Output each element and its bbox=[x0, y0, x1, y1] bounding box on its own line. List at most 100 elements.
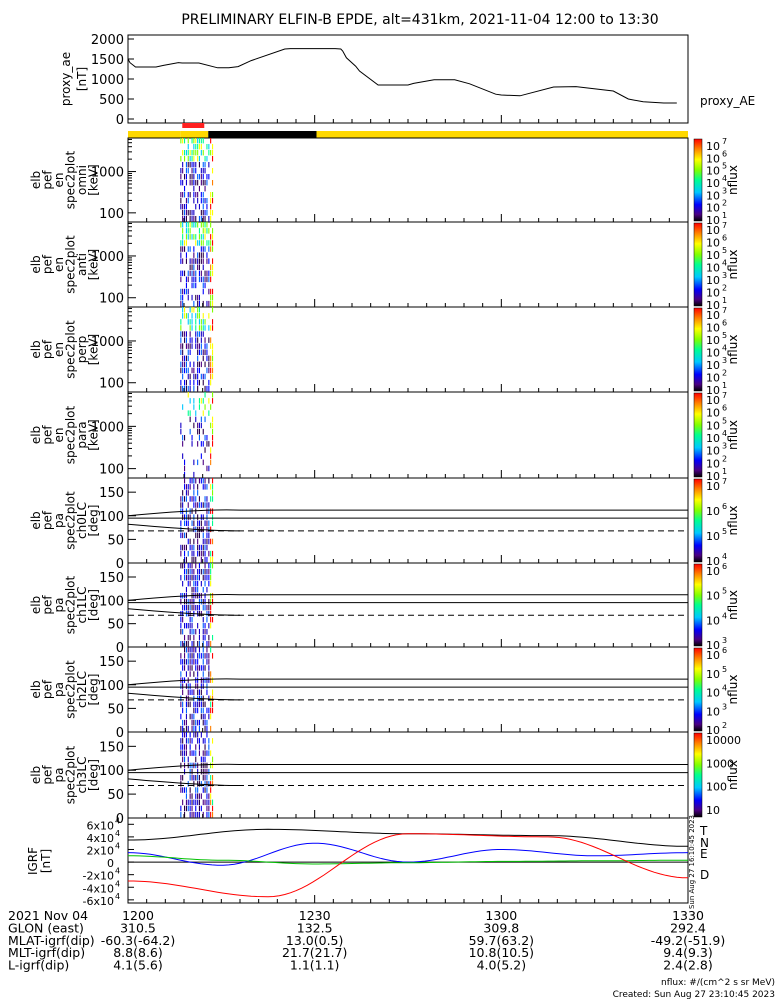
pa_ch1-data-cell bbox=[208, 641, 210, 647]
en_perp-data-cell bbox=[208, 385, 210, 392]
pa_ch1-data-cell bbox=[182, 629, 184, 635]
pa_ch2-data-cell bbox=[204, 665, 206, 671]
en_para-data-cell bbox=[193, 422, 195, 429]
pa_ch0-data-cell bbox=[212, 550, 214, 557]
en_anti-data-cell bbox=[206, 252, 208, 258]
en_para-data-cell bbox=[212, 435, 214, 441]
en_omni-data-cell bbox=[198, 144, 200, 150]
pa_ch3-data-cell bbox=[198, 793, 200, 799]
proxy-ae-ylabel: proxy_ae bbox=[59, 52, 73, 106]
en_perp-data-cell bbox=[200, 331, 202, 337]
en_para-tick-label: 100 bbox=[99, 463, 124, 478]
en_perp-data-cell bbox=[187, 367, 189, 374]
en_perp-data-cell bbox=[185, 385, 187, 392]
pa_ch0-data-cell bbox=[204, 538, 206, 545]
pa_ch0-data-cell bbox=[184, 520, 186, 526]
en_omni-data-cell bbox=[195, 216, 197, 222]
pa_ch0-data-cell bbox=[187, 550, 189, 557]
en_perp-data-cell bbox=[204, 373, 206, 380]
pa_ch2-data-cell bbox=[210, 647, 212, 653]
pa_ch1-data-cell bbox=[206, 605, 208, 611]
pa_ch0-ylabel: elb bbox=[29, 511, 43, 529]
en_perp-colorbar-exponent: 1 bbox=[722, 381, 727, 390]
en_anti-ylabel: elb bbox=[29, 255, 43, 273]
en_perp-data-cell bbox=[198, 307, 200, 313]
en_omni-data-cell bbox=[193, 174, 195, 180]
en_anti-data-cell bbox=[212, 228, 214, 234]
axis-row-label: GLON (east) bbox=[8, 920, 84, 935]
proxy-ae-tick-label: 2000 bbox=[91, 33, 124, 48]
pa_ch3-data-cell bbox=[195, 732, 197, 738]
pa_ch2-data-cell bbox=[204, 725, 206, 732]
pa_ch0-data-cell bbox=[193, 478, 195, 484]
pa_ch1-data-cell bbox=[202, 629, 204, 635]
en_omni-data-cell bbox=[189, 156, 191, 162]
en_anti-data-cell bbox=[195, 294, 197, 301]
pa_ch0-data-cell bbox=[193, 544, 195, 551]
pa_ch1-ylabel: pa bbox=[52, 598, 66, 613]
en_perp-data-cell bbox=[206, 385, 208, 392]
pa_ch1-data-cell bbox=[198, 575, 200, 581]
pa_ch3-data-cell bbox=[189, 787, 191, 793]
pa_ch1-data-cell bbox=[208, 611, 210, 617]
en_anti-ylabel: anti bbox=[75, 253, 89, 276]
pa_ch0-data-cell bbox=[212, 514, 214, 520]
pa_ch3-colorbar-label: 10000 bbox=[706, 734, 741, 747]
pa_ch1-data-cell bbox=[187, 569, 189, 575]
pa_ch1-data-cell bbox=[195, 587, 197, 593]
pa_ch2-data-cell bbox=[191, 665, 193, 671]
pa_ch3-data-cell bbox=[191, 750, 193, 756]
pa_ch2-loss-cone-line bbox=[127, 678, 688, 686]
en_para-data-cell bbox=[212, 392, 214, 398]
pa_ch3-data-cell bbox=[208, 811, 210, 818]
pa_ch3-data-cell bbox=[206, 805, 208, 812]
en_omni-data-cell bbox=[180, 156, 182, 162]
pa_ch0-data-cell bbox=[185, 484, 187, 490]
pa_ch2-data-cell bbox=[191, 653, 193, 659]
pa_ch3-data-cell bbox=[198, 744, 200, 750]
axis-row-value: 9.4(9.3) bbox=[663, 945, 713, 960]
en_omni-data-cell bbox=[206, 210, 208, 216]
pa_ch3-data-cell bbox=[204, 756, 206, 763]
en_para-data-cell bbox=[195, 416, 197, 423]
en_omni-data-cell bbox=[185, 204, 187, 210]
pa_ch2-data-cell bbox=[182, 719, 184, 726]
pa_ch1-data-cell bbox=[206, 641, 208, 647]
pa_ch1-data-cell bbox=[204, 563, 206, 569]
en_perp-data-cell bbox=[189, 331, 191, 337]
pa_ch3-data-cell bbox=[210, 793, 212, 799]
pa_ch3-data-cell bbox=[212, 781, 214, 787]
en_omni-data-cell bbox=[204, 156, 206, 162]
en_anti-data-cell bbox=[212, 288, 214, 295]
en_omni-data-cell bbox=[193, 150, 195, 156]
pa_ch2-data-cell bbox=[197, 701, 199, 708]
en_anti-data-cell bbox=[180, 270, 182, 277]
pa_ch1-frame bbox=[127, 562, 689, 648]
en_para-colorbar-exponent: 5 bbox=[722, 416, 727, 425]
en_omni-colorbar-label: 10 bbox=[706, 152, 720, 165]
pa_ch3-data-cell bbox=[189, 811, 191, 818]
en_omni-data-cell bbox=[200, 216, 202, 222]
en_perp-data-cell bbox=[184, 355, 186, 362]
en_anti-data-cell bbox=[195, 276, 197, 283]
en_omni-colorbar-label: 10 bbox=[706, 214, 720, 227]
en_omni-data-cell bbox=[206, 174, 208, 180]
en_perp-colorbar-exponent: 5 bbox=[722, 331, 727, 340]
pa_ch0-data-cell bbox=[185, 532, 187, 539]
en_anti-data-cell bbox=[180, 246, 182, 252]
pa_ch1-data-cell bbox=[187, 605, 189, 611]
pa_ch1-data-cell bbox=[200, 581, 202, 587]
en_anti-data-cell bbox=[180, 222, 182, 228]
en_omni-data-cell bbox=[198, 174, 200, 180]
en_perp-data-cell bbox=[185, 361, 187, 368]
en_para-data-cell bbox=[182, 435, 184, 441]
pa_ch3-data-cell bbox=[182, 787, 184, 793]
en_omni-data-cell bbox=[198, 204, 200, 210]
pa_ch1-data-cell bbox=[189, 617, 191, 623]
pa_ch1-data-cell bbox=[206, 629, 208, 635]
en_perp-data-cell bbox=[180, 367, 182, 374]
en_perp-data-cell bbox=[195, 343, 197, 349]
pa_ch1-data-cell bbox=[185, 599, 187, 605]
en_para-colorbar-exponent: 1 bbox=[722, 467, 727, 476]
pa_ch0-data-cell bbox=[202, 502, 204, 508]
